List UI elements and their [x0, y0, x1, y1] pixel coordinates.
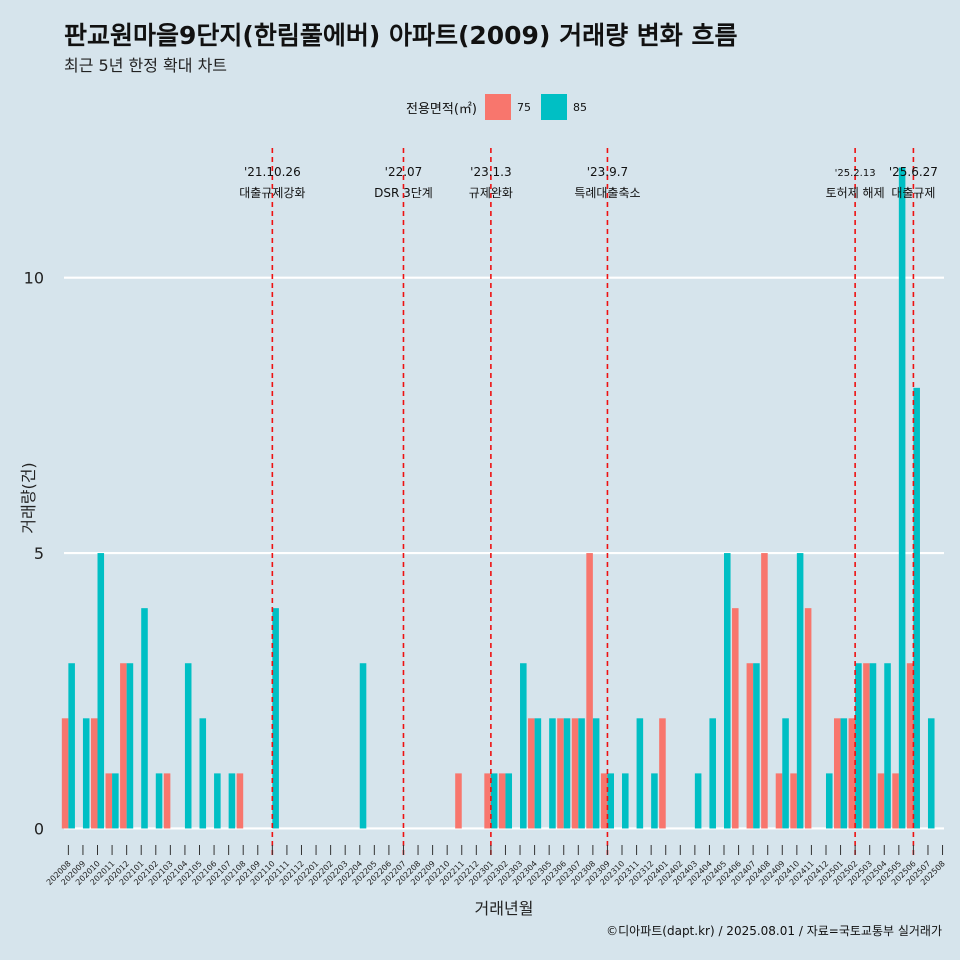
bar-75-202501 [834, 718, 841, 829]
bar-85-202302 [505, 773, 513, 829]
bar-85-202009 [82, 718, 90, 829]
bar-85-202106 [214, 773, 221, 829]
bar-75-202503 [863, 663, 870, 829]
bar-85-202405 [724, 553, 731, 829]
bar-85-202101 [141, 608, 148, 829]
legend-key-85 [540, 94, 567, 120]
bar-85-202505 [898, 167, 906, 829]
bar-75-202211 [455, 773, 462, 829]
bar-85-202502 [855, 663, 862, 829]
bar-85-202011 [112, 773, 119, 829]
event-date: '21.10.26 [244, 165, 301, 179]
legend-label-85: 85 [572, 100, 587, 114]
bar-85-202507 [927, 718, 935, 829]
bar-75-202406 [732, 608, 739, 829]
bar-85-202312 [651, 773, 658, 829]
bar-85-202309 [607, 773, 614, 829]
bar-85-202008 [68, 663, 75, 829]
bar-85-202303 [520, 663, 527, 829]
bar-75-202302 [498, 773, 506, 829]
chart-subtitle: 최근 5년 한정 확대 차트 [64, 56, 228, 75]
y-tick-label: 10 [24, 269, 44, 288]
bar-85-202403 [694, 773, 702, 829]
legend-title: 전용면적(㎡) [406, 101, 477, 117]
bar-85-202506 [913, 387, 920, 829]
bar-75-202409 [775, 773, 783, 829]
bar-85-202504 [884, 663, 891, 829]
event-label: 규제완화 [469, 186, 513, 200]
bar-85-202306 [563, 718, 571, 829]
bar-75-202010 [90, 718, 98, 829]
y-tick-label: 0 [34, 819, 44, 838]
bar-85-202204 [359, 663, 367, 829]
event-label: 토허제 해제 [826, 186, 885, 200]
bar-85-202404 [709, 718, 716, 829]
bar-75-202411 [804, 608, 812, 829]
bar-75-202306 [557, 718, 564, 829]
bar-75-202309 [600, 773, 608, 829]
bar-85-202010 [97, 553, 105, 829]
bar-75-202504 [877, 773, 885, 829]
bar-75-202307 [571, 718, 579, 829]
event-label: DSR 3단계 [374, 186, 433, 200]
bar-85-202305 [549, 718, 556, 829]
bar-75-202407 [746, 663, 754, 829]
bar-75-202103 [163, 773, 171, 829]
bar-75-202505 [892, 773, 899, 829]
bar-85-202304 [534, 718, 542, 829]
event-date: '23.1.3 [470, 165, 511, 179]
bar-75-202301 [484, 773, 491, 829]
bar-85-202102 [155, 773, 163, 829]
caption: ©디아파트(dapt.kr) / 2025.08.01 / 자료=국토교통부 실… [606, 924, 942, 938]
bar-75-202304 [528, 718, 535, 829]
bar-75-202401 [659, 718, 666, 829]
y-tick-label: 5 [34, 544, 44, 563]
bar-75-202410 [790, 773, 797, 829]
event-date: '22.07 [385, 165, 423, 179]
bar-75-202108 [236, 773, 244, 829]
bar-75-202012 [120, 663, 127, 829]
bar-85-202407 [753, 663, 760, 829]
bar-85-202012 [126, 663, 134, 829]
bar-75-202506 [906, 663, 914, 829]
bar-75-202502 [848, 718, 856, 829]
bar-85-202107 [228, 773, 236, 829]
event-date: '23.9.7 [587, 165, 628, 179]
bar-85-202503 [869, 663, 877, 829]
bar-85-202104 [184, 663, 192, 829]
y-axis-title: 거래량(건) [19, 462, 38, 533]
bar-75-202408 [761, 553, 768, 829]
bar-85-202301 [490, 773, 498, 829]
event-label: 특례대출축소 [574, 186, 640, 200]
bar-85-202311 [636, 718, 644, 829]
legend-key-75 [484, 94, 511, 120]
event-label: 대출규제 [891, 186, 935, 200]
legend-label-75: 75 [516, 100, 531, 114]
bar-85-202410 [796, 553, 804, 829]
event-date: '25.2.13 [835, 168, 876, 179]
bar-85-202105 [199, 718, 207, 829]
bar-75-202008 [61, 718, 69, 829]
bar-85-202307 [578, 718, 585, 829]
bar-75-202308 [586, 553, 593, 829]
bar-85-202409 [782, 718, 789, 829]
legend: 전용면적(㎡) 75 85 [406, 93, 597, 121]
bar-85-202310 [622, 773, 629, 829]
bar-85-202110 [272, 608, 279, 829]
bar-85-202308 [592, 718, 600, 829]
x-axis-title: 거래년월 [475, 899, 534, 918]
bar-75-202011 [105, 773, 113, 829]
bar-85-202501 [840, 718, 848, 829]
bar-85-202412 [825, 773, 833, 829]
event-label: 대출규제강화 [239, 186, 305, 200]
event-date: '25.6.27 [889, 165, 938, 179]
chart-title: 판교원마을9단지(한림풀에버) 아파트(2009) 거래량 변화 흐름 [64, 21, 738, 50]
